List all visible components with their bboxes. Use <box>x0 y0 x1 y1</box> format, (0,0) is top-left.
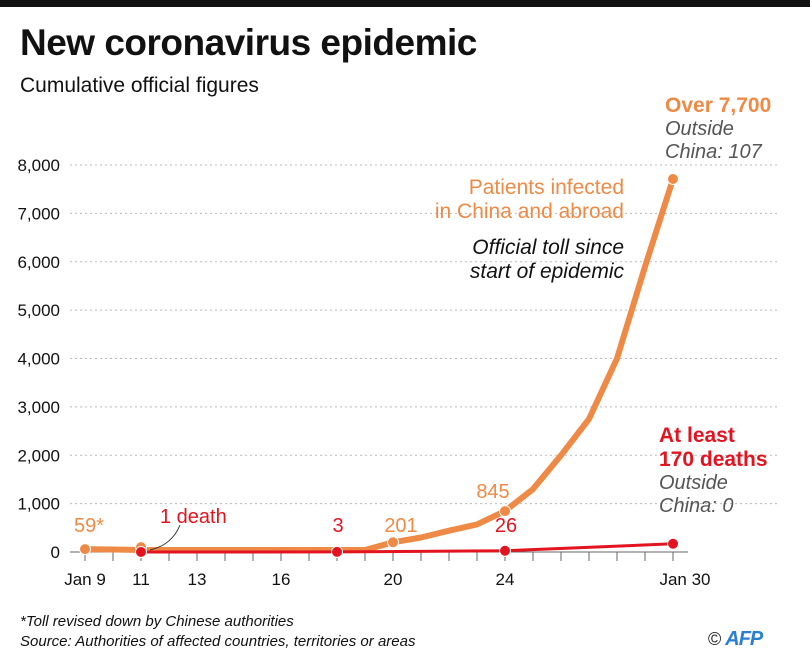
deaths-outside-line1: Outside <box>659 472 728 495</box>
infected-marker <box>667 172 679 185</box>
first-death-connector <box>149 524 181 551</box>
y-tick-label: 3,000 <box>17 398 60 417</box>
chart-subtitle: Cumulative official figures <box>20 74 259 97</box>
y-tick-label: 5,000 <box>17 301 60 320</box>
y-tick-label: 2,000 <box>17 446 60 465</box>
deaths-end-value-line2: 170 deaths <box>659 448 768 472</box>
legend-toll-line2: start of epidemic <box>469 260 624 284</box>
y-tick-label: 6,000 <box>17 253 60 272</box>
label-first-death: 1 death <box>160 506 227 528</box>
infected-outside-line1: Outside <box>665 118 734 141</box>
x-tick-label: 20 <box>384 570 403 589</box>
series-group <box>79 172 679 558</box>
infected-marker <box>499 505 511 518</box>
infected-end-annotation: Over 7,700 Outside China: 107 <box>665 94 771 164</box>
grid-lines <box>70 164 780 505</box>
footnote-note: *Toll revised down by Chinese authoritie… <box>20 613 294 630</box>
x-tick-label: 24 <box>496 570 515 589</box>
top-border <box>0 0 810 7</box>
x-tick-label: Jan 30 <box>659 570 710 589</box>
credit: © AFP <box>708 628 763 651</box>
infected-marker <box>387 536 399 549</box>
legend-infected-line2: in China and abroad <box>434 200 624 224</box>
legend-infected-line1: Patients infected <box>468 176 624 199</box>
chart-title: New coronavirus epidemic <box>20 22 477 63</box>
x-tick-label: 13 <box>188 570 207 589</box>
afp-logo: AFP <box>725 628 763 650</box>
deaths-marker <box>331 545 343 558</box>
copyright-icon: © <box>708 629 722 649</box>
deaths-line <box>139 542 675 554</box>
label-59: 59* <box>74 515 104 537</box>
legend-toll-line1: Official toll since <box>472 236 624 259</box>
label-26: 26 <box>495 515 517 537</box>
deaths-marker <box>667 537 679 550</box>
infected-line <box>82 176 676 553</box>
infected-outside-line2: China: 107 <box>665 141 762 164</box>
deaths-end-value-line1: At least <box>659 424 735 447</box>
y-tick-label: 1,000 <box>17 495 60 514</box>
infected-end-value: Over 7,700 <box>665 94 772 117</box>
y-tick-label: 4,000 <box>17 350 60 369</box>
label-201: 201 <box>384 515 417 537</box>
label-845: 845 <box>476 481 509 503</box>
deaths-marker <box>135 545 147 558</box>
label-3: 3 <box>332 515 343 537</box>
y-tick-label: 8,000 <box>17 156 60 175</box>
y-tick-label: 7,000 <box>17 204 60 223</box>
y-axis-labels: 0 1,000 2,000 3,000 4,000 5,000 6,000 7,000 8,00… <box>17 156 60 562</box>
deaths-outside-line2: China: 0 <box>659 495 734 518</box>
legend-infected: Patients infected in China and abroad <box>380 176 624 224</box>
footnote-source: Source: Authorities of affected countrie… <box>20 632 416 650</box>
legend-toll: Official toll since start of epidemic <box>380 236 624 284</box>
data-labels: 59* 201 845 1 death 3 26 <box>74 481 517 551</box>
x-tick-label: 16 <box>272 570 291 589</box>
infected-marker <box>79 543 91 556</box>
x-tick-label: 11 <box>132 570 150 589</box>
deaths-marker <box>499 544 511 557</box>
y-tick-label: 0 <box>51 543 60 562</box>
footnote: *Toll revised down by Chinese authoritie… <box>20 612 415 651</box>
deaths-end-annotation: At least 170 deaths Outside China: 0 <box>659 424 768 518</box>
x-tick-label: Jan 9 <box>64 570 106 589</box>
x-axis: Jan 9 11 13 16 20 24 Jan 30 <box>64 551 711 589</box>
